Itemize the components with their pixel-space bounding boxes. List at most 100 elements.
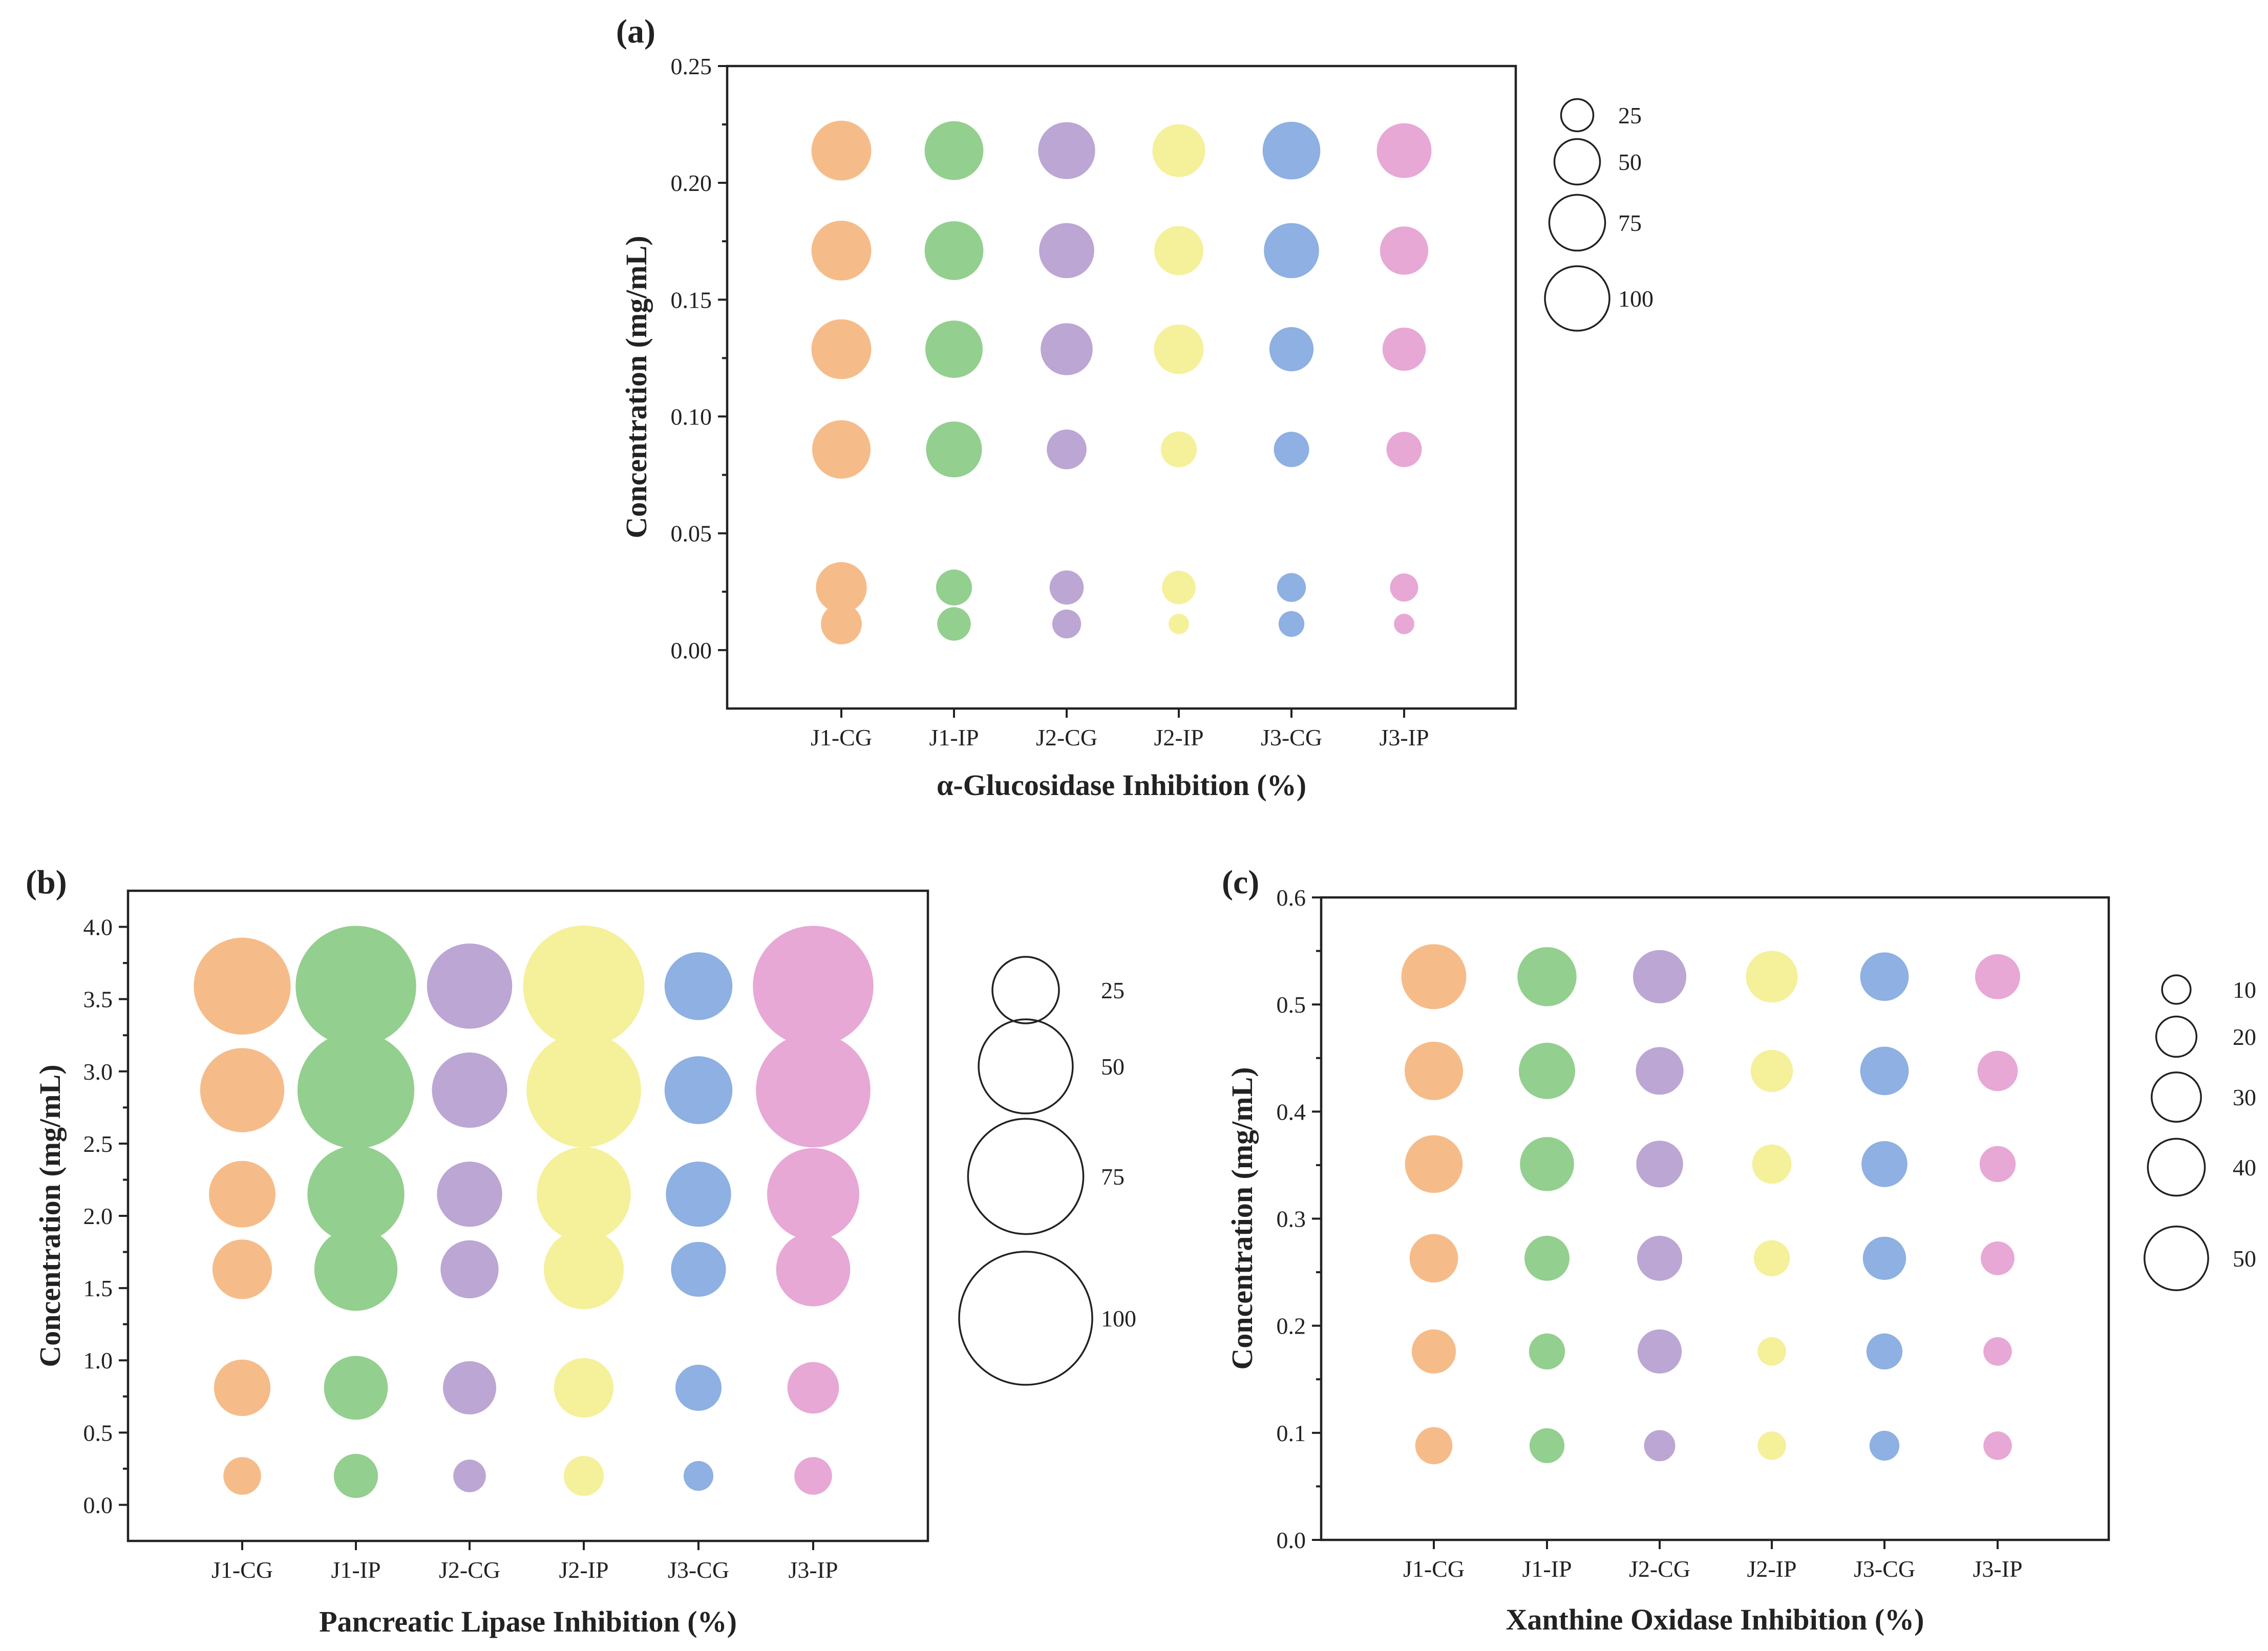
bubble-j3-ip bbox=[1380, 226, 1429, 275]
bubble-j3-cg bbox=[1866, 1333, 1903, 1370]
bubble-j1-cg bbox=[1411, 1329, 1456, 1374]
legend-size-label: 50 bbox=[2233, 1246, 2256, 1272]
panel-c: (c) 0.0 0.1 0.2 0.3 0.4 0.5 0.6 J1-CG J1-IP J2-C… bbox=[1222, 864, 2256, 1636]
legend-size-circle bbox=[991, 956, 1060, 1024]
bubble-j2-ip bbox=[554, 1358, 614, 1418]
bubble-j3-cg bbox=[683, 1461, 714, 1491]
y-tick-label: 1.5 bbox=[83, 1275, 113, 1301]
legend-size-circle bbox=[967, 1118, 1085, 1235]
bubble-j1-cg bbox=[1404, 1041, 1464, 1100]
y-tick-label: 0.2 bbox=[1277, 1313, 1306, 1339]
bubble-j3-cg bbox=[1269, 327, 1314, 372]
bubble-j3-ip bbox=[1977, 1050, 2018, 1091]
size-legend-a: 25 50 75 100 bbox=[1544, 98, 1654, 332]
bubble-j2-cg bbox=[432, 1052, 507, 1128]
panel-b: (b) 0.00.51.01.52.02.53.03.54.0 J1-CG J1-… bbox=[26, 864, 1136, 1638]
bubble-j1-cg bbox=[200, 1048, 285, 1132]
bubble-j2-cg bbox=[1038, 122, 1095, 179]
bubble-j3-ip bbox=[753, 926, 874, 1046]
bubble-j2-ip bbox=[1162, 570, 1196, 605]
x-tick-label: J3-IP bbox=[788, 1557, 838, 1583]
bubble-j2-cg bbox=[1644, 1430, 1676, 1462]
bubble-j3-cg bbox=[1869, 1430, 1900, 1461]
bubble-j3-cg bbox=[664, 1056, 733, 1124]
bubble-j2-ip bbox=[1746, 951, 1798, 1003]
x-tick-label: J2-IP bbox=[1154, 724, 1203, 751]
bubble-j1-cg bbox=[1405, 1135, 1463, 1193]
x-axis-c: J1-CG J1-IP J2-CG J2-IP J3-CG J3-IP bbox=[1403, 1540, 2023, 1582]
legend-size-circle bbox=[978, 1018, 1074, 1114]
legend-size-label: 25 bbox=[1101, 977, 1125, 1003]
bubble-j2-cg bbox=[443, 1361, 496, 1414]
bubble-j3-ip bbox=[756, 1033, 871, 1148]
bubble-j3-ip bbox=[1981, 1241, 2015, 1275]
bubble-j2-cg bbox=[1041, 323, 1093, 375]
bubble-j3-ip bbox=[1394, 613, 1414, 634]
bubble-j1-ip bbox=[295, 926, 416, 1046]
bubble-j1-cg bbox=[1401, 944, 1467, 1010]
legend-size-label: 75 bbox=[1101, 1164, 1125, 1190]
bubble-j3-ip bbox=[1382, 327, 1426, 371]
bubble-j1-cg bbox=[812, 420, 871, 479]
bubble-j2-cg bbox=[1052, 609, 1082, 638]
x-tick-label: J3-CG bbox=[1261, 724, 1322, 751]
legend-size-label: 20 bbox=[2233, 1024, 2256, 1050]
y-axis-title-c: Concentration (mg/mL) bbox=[1225, 1067, 1259, 1369]
bubbles-c bbox=[1401, 944, 2020, 1465]
legend-size-circle bbox=[958, 1251, 1093, 1386]
panel-label-b: (b) bbox=[26, 864, 67, 901]
bubble-j3-cg bbox=[1262, 121, 1321, 180]
x-tick-label: J2-CG bbox=[439, 1557, 500, 1583]
bubble-j3-cg bbox=[675, 1364, 722, 1411]
bubble-j3-cg bbox=[1861, 1141, 1907, 1187]
legend-size-label: 40 bbox=[2233, 1154, 2256, 1181]
bubble-j3-cg bbox=[1860, 1046, 1909, 1096]
y-axis-c: 0.0 0.1 0.2 0.3 0.4 0.5 0.6 bbox=[1277, 885, 1321, 1553]
bubble-j2-cg bbox=[437, 1161, 502, 1227]
y-tick-label: 4.0 bbox=[83, 914, 113, 940]
bubble-j1-ip bbox=[307, 1146, 405, 1243]
x-axis-title-c: Xanthine Oxidase Inhibition (%) bbox=[1506, 1603, 1924, 1636]
bubble-j2-cg bbox=[1047, 430, 1087, 469]
bubble-j2-ip bbox=[544, 1229, 624, 1310]
x-tick-label: J1-IP bbox=[929, 724, 979, 751]
legend-size-circle bbox=[2155, 1015, 2198, 1058]
bubble-j1-ip bbox=[937, 607, 971, 641]
y-tick-label: 0.4 bbox=[1277, 1099, 1306, 1125]
bubble-j3-ip bbox=[1975, 954, 2020, 999]
bubble-j1-cg bbox=[1409, 1234, 1458, 1283]
panel-label-a: (a) bbox=[616, 13, 655, 50]
legend-size-circle bbox=[2144, 1226, 2209, 1291]
bubble-j1-ip bbox=[1519, 1042, 1575, 1099]
x-axis-title-a: α-Glucosidase Inhibition (%) bbox=[937, 768, 1306, 802]
bubble-j1-ip bbox=[1517, 947, 1577, 1006]
y-axis-title-b: Concentration (mg/mL) bbox=[33, 1064, 67, 1367]
y-tick-label: 2.5 bbox=[83, 1131, 113, 1157]
x-tick-label: J2-CG bbox=[1629, 1556, 1690, 1582]
bubble-j3-ip bbox=[1386, 432, 1422, 467]
panel-label-c: (c) bbox=[1222, 864, 1259, 901]
legend-size-label: 100 bbox=[1101, 1305, 1136, 1332]
legend-size-label: 75 bbox=[1618, 210, 1642, 236]
bubble-j2-ip bbox=[1154, 324, 1204, 374]
bubble-j1-ip bbox=[333, 1453, 378, 1498]
x-tick-label: J1-CG bbox=[811, 724, 872, 751]
y-tick-label: 2.0 bbox=[83, 1203, 113, 1229]
legend-size-circle bbox=[2147, 1138, 2206, 1197]
bubbles-a bbox=[811, 120, 1432, 645]
bubble-j2-cg bbox=[1637, 1329, 1682, 1374]
y-axis-b: 0.0 0.5 1.0 1.5 2.0 2.5 3.0 3.5 4.0 bbox=[83, 914, 128, 1518]
bubble-j2-cg bbox=[1637, 1235, 1682, 1281]
bubble-j3-ip bbox=[1983, 1337, 2012, 1366]
panel-a: (a) 0.000.050.100.150.200.25 J1-CG J1-IP J… bbox=[616, 13, 1654, 802]
legend-size-label: 30 bbox=[2233, 1084, 2256, 1110]
bubble-j1-ip bbox=[924, 121, 984, 180]
y-tick-label: 0.1 bbox=[1277, 1420, 1306, 1446]
bubble-j3-cg bbox=[1264, 223, 1319, 278]
legend-size-circle bbox=[2151, 1071, 2202, 1123]
bubble-j2-ip bbox=[1752, 1144, 1792, 1184]
bubble-j3-cg bbox=[1277, 573, 1306, 602]
bubble-j1-ip bbox=[1529, 1428, 1565, 1464]
bubble-j3-ip bbox=[1983, 1431, 2012, 1460]
bubble-j3-cg bbox=[1862, 1236, 1906, 1280]
